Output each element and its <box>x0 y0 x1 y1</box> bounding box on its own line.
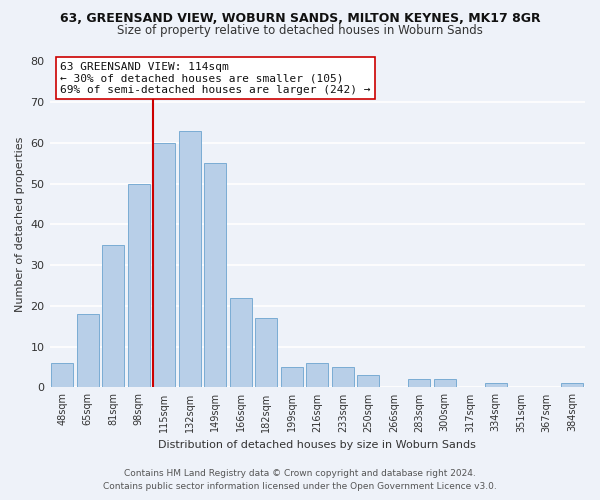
Bar <box>281 367 302 388</box>
Bar <box>358 375 379 388</box>
X-axis label: Distribution of detached houses by size in Woburn Sands: Distribution of detached houses by size … <box>158 440 476 450</box>
Bar <box>154 143 175 388</box>
Y-axis label: Number of detached properties: Number of detached properties <box>15 137 25 312</box>
Text: 63 GREENSAND VIEW: 114sqm
← 30% of detached houses are smaller (105)
69% of semi: 63 GREENSAND VIEW: 114sqm ← 30% of detac… <box>60 62 371 94</box>
Bar <box>77 314 98 388</box>
Bar <box>332 367 353 388</box>
Bar <box>128 184 149 388</box>
Bar <box>409 380 430 388</box>
Text: Size of property relative to detached houses in Woburn Sands: Size of property relative to detached ho… <box>117 24 483 37</box>
Bar <box>307 363 328 388</box>
Bar <box>205 164 226 388</box>
Bar <box>562 384 583 388</box>
Bar <box>52 363 73 388</box>
Bar <box>179 131 200 388</box>
Bar <box>485 384 506 388</box>
Bar <box>103 245 124 388</box>
Bar <box>256 318 277 388</box>
Bar <box>434 380 455 388</box>
Text: Contains HM Land Registry data © Crown copyright and database right 2024.
Contai: Contains HM Land Registry data © Crown c… <box>103 470 497 491</box>
Text: 63, GREENSAND VIEW, WOBURN SANDS, MILTON KEYNES, MK17 8GR: 63, GREENSAND VIEW, WOBURN SANDS, MILTON… <box>59 12 541 26</box>
Bar <box>230 298 251 388</box>
